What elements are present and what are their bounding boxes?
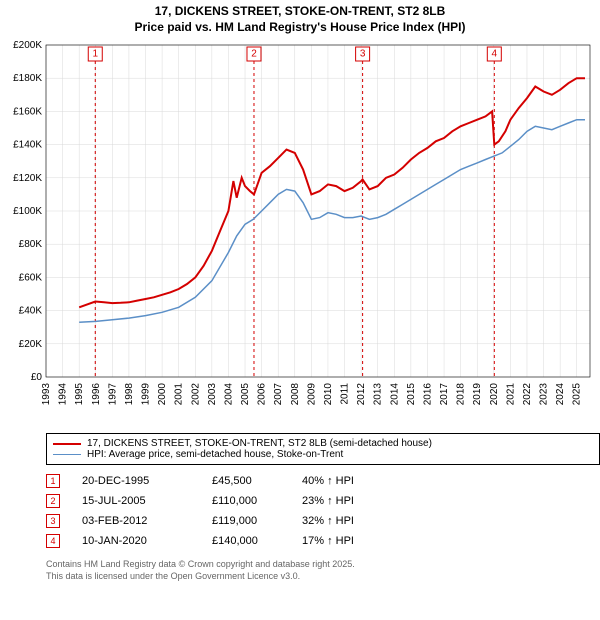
attribution-line-1: Contains HM Land Registry data © Crown c… xyxy=(46,559,600,571)
y-tick-label: £180K xyxy=(13,73,42,84)
y-tick-label: £80K xyxy=(19,239,43,250)
x-tick-label: 2014 xyxy=(389,383,400,406)
marker-label: 1 xyxy=(92,49,98,60)
series-hpi xyxy=(79,120,585,323)
legend-label: HPI: Average price, semi-detached house,… xyxy=(87,449,343,460)
transaction-row: 1 20-DEC-1995£45,50040% ↑ HPI xyxy=(46,471,600,491)
legend-label: 17, DICKENS STREET, STOKE-ON-TRENT, ST2 … xyxy=(87,438,432,449)
y-tick-label: £40K xyxy=(19,306,43,317)
transaction-date: 20-DEC-1995 xyxy=(82,475,212,487)
attribution: Contains HM Land Registry data © Crown c… xyxy=(46,559,600,582)
x-tick-label: 2023 xyxy=(539,383,550,406)
transaction-badge: 1 xyxy=(46,474,60,488)
transaction-row: 3 03-FEB-2012£119,00032% ↑ HPI xyxy=(46,511,600,531)
marker-label: 2 xyxy=(251,49,257,60)
transaction-date: 10-JAN-2020 xyxy=(82,535,212,547)
transaction-price: £110,000 xyxy=(212,495,302,507)
transaction-price: £119,000 xyxy=(212,515,302,527)
x-tick-label: 2022 xyxy=(522,383,533,406)
marker-label: 3 xyxy=(360,49,366,60)
x-tick-label: 2025 xyxy=(572,383,583,406)
transaction-row: 2 15-JUL-2005£110,00023% ↑ HPI xyxy=(46,491,600,511)
chart-svg: £0 £20K £40K £60K £80K £100K £120K £140K £160K £1… xyxy=(0,37,600,427)
transaction-date: 03-FEB-2012 xyxy=(82,515,212,527)
transaction-badge: 4 xyxy=(46,534,60,548)
transaction-badge: 2 xyxy=(46,494,60,508)
x-tick-label: 2011 xyxy=(340,383,351,405)
y-tick-label: £60K xyxy=(19,273,43,284)
x-tick-label: 2018 xyxy=(456,383,467,406)
x-tick-label: 2024 xyxy=(555,383,566,406)
x-tick-label: 1997 xyxy=(107,383,118,406)
x-tick-label: 1996 xyxy=(91,383,102,406)
x-tick-label: 2009 xyxy=(306,383,317,406)
transaction-badge: 3 xyxy=(46,514,60,528)
x-tick-label: 2021 xyxy=(505,383,516,406)
y-tick-label: £160K xyxy=(13,107,42,118)
x-tick-label: 2004 xyxy=(223,383,234,406)
y-tick-label: £120K xyxy=(13,173,42,184)
x-tick-label: 2008 xyxy=(290,383,301,406)
x-tick-label: 2020 xyxy=(489,383,500,406)
transaction-price: £45,500 xyxy=(212,475,302,487)
y-tick-label: £200K xyxy=(13,40,42,51)
x-tick-label: 2005 xyxy=(240,383,251,406)
y-tick-label: £100K xyxy=(13,206,42,217)
x-tick-label: 2017 xyxy=(439,383,450,406)
y-tick-label: £140K xyxy=(13,140,42,151)
legend-item: 17, DICKENS STREET, STOKE-ON-TRENT, ST2 … xyxy=(53,438,589,449)
attribution-line-2: This data is licensed under the Open Gov… xyxy=(46,571,600,583)
x-tick-label: 2012 xyxy=(356,383,367,406)
x-tick-label: 1993 xyxy=(41,383,52,406)
transaction-date: 15-JUL-2005 xyxy=(82,495,212,507)
y-tick-label: £20K xyxy=(19,339,43,350)
transaction-hpi: 17% ↑ HPI xyxy=(302,535,392,547)
x-tick-label: 2016 xyxy=(422,383,433,406)
x-tick-label: 2019 xyxy=(472,383,483,406)
legend-swatch xyxy=(53,454,81,455)
legend-item: HPI: Average price, semi-detached house,… xyxy=(53,449,589,460)
transaction-price: £140,000 xyxy=(212,535,302,547)
chart-titles: 17, DICKENS STREET, STOKE-ON-TRENT, ST2 … xyxy=(0,0,600,37)
title-line-2: Price paid vs. HM Land Registry's House … xyxy=(0,20,600,36)
x-tick-label: 2013 xyxy=(373,383,384,406)
transaction-hpi: 40% ↑ HPI xyxy=(302,475,392,487)
chart-area: £0 £20K £40K £60K £80K £100K £120K £140K £160K £1… xyxy=(0,37,600,427)
x-tick-label: 2015 xyxy=(406,383,417,406)
transaction-hpi: 23% ↑ HPI xyxy=(302,495,392,507)
transaction-row: 4 10-JAN-2020£140,00017% ↑ HPI xyxy=(46,531,600,551)
title-line-1: 17, DICKENS STREET, STOKE-ON-TRENT, ST2 … xyxy=(0,4,600,20)
transactions-table: 1 20-DEC-1995£45,50040% ↑ HPI 2 15-JUL-2005… xyxy=(46,471,600,551)
x-tick-label: 2003 xyxy=(207,383,218,406)
x-tick-label: 2000 xyxy=(157,383,168,406)
x-tick-label: 1999 xyxy=(141,383,152,406)
x-tick-label: 2002 xyxy=(190,383,201,406)
x-tick-label: 2006 xyxy=(257,383,268,406)
x-tick-label: 2010 xyxy=(323,383,334,406)
x-tick-label: 1995 xyxy=(74,383,85,406)
legend: 17, DICKENS STREET, STOKE-ON-TRENT, ST2 … xyxy=(46,433,600,465)
x-tick-label: 1998 xyxy=(124,383,135,406)
transaction-hpi: 32% ↑ HPI xyxy=(302,515,392,527)
x-tick-label: 2001 xyxy=(174,383,185,406)
legend-swatch xyxy=(53,443,81,445)
x-tick-label: 1994 xyxy=(58,383,69,406)
y-tick-label: £0 xyxy=(31,372,43,383)
x-tick-label: 2007 xyxy=(273,383,284,406)
series-price_paid xyxy=(79,78,585,307)
marker-label: 4 xyxy=(492,49,498,60)
